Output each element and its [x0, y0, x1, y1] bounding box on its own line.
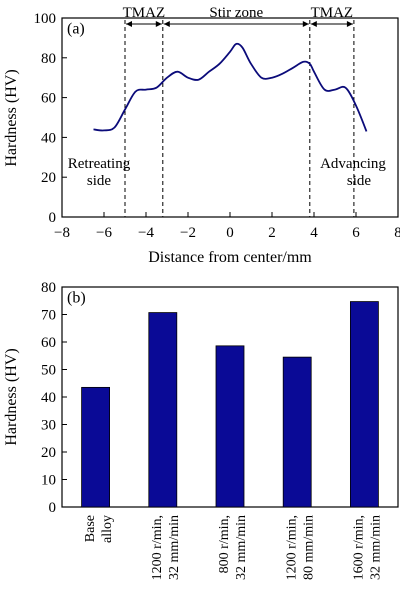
panel-label-a: (a) [67, 20, 85, 37]
category-label-3-0: 1200 r/min, [284, 515, 299, 580]
y-tick-label-b-7: 70 [41, 308, 56, 324]
bar-4 [349, 301, 379, 508]
y-tick-label-b-1: 10 [41, 473, 56, 489]
zone-label-2: TMAZ [311, 5, 354, 21]
y-tick-label-a-1: 20 [41, 170, 56, 186]
category-label-2-1: 32 mm/min [234, 515, 249, 580]
x-tick-label-a-6: 4 [310, 225, 318, 241]
zone-annotations: TMAZ Stir zone TMAZ [123, 5, 353, 27]
category-label-1-0: 1200 r/min, [150, 515, 165, 580]
y-tick-label-b-4: 40 [41, 390, 56, 406]
side-label-right-line2: side [347, 173, 372, 189]
x-axis-title-a: Distance from center/mm [148, 249, 312, 266]
x-tick-label-a-4: 0 [226, 225, 234, 241]
zone-arrowhead-left-1 [163, 21, 170, 27]
y-tick-label-b-8: 80 [41, 280, 56, 296]
bar-0 [81, 386, 110, 508]
y-axis-ticks-b: 0 10 20 30 40 50 60 70 80 [41, 280, 67, 516]
category-label-0-1: alloy [100, 515, 115, 543]
y-tick-label-a-3: 60 [41, 91, 56, 107]
x-tick-label-a-8: 8 [394, 225, 400, 241]
y-tick-label-a-4: 80 [41, 51, 56, 67]
y-axis-title-a: Hardness (HV) [3, 69, 20, 166]
y-tick-label-b-2: 20 [41, 445, 56, 461]
x-tick-label-a-0: −8 [54, 225, 70, 241]
y-tick-label-a-5: 100 [34, 11, 57, 27]
y-tick-label-a-0: 0 [49, 210, 57, 226]
zone-label-0: TMAZ [123, 5, 166, 21]
category-labels: Base alloy 1200 r/min, 32 mm/min 800 r/min, 3… [83, 515, 384, 580]
category-label-3-1: 80 mm/min [301, 515, 316, 580]
side-label-left-line2: side [87, 173, 112, 189]
zone-arrowhead-left-0 [126, 21, 132, 27]
side-label-right-line1: Advancing [320, 156, 386, 172]
zone-arrowhead-left-2 [310, 21, 317, 27]
category-label-4-0: 1600 r/min, [352, 515, 367, 580]
y-axis-title-b: Hardness (HV) [3, 348, 20, 445]
bar-1 [148, 312, 178, 508]
x-tick-label-a-1: −6 [96, 225, 112, 241]
hardness-profile-chart: 0 20 40 60 80 100 −8 −6 −4 −2 0 2 4 6 8 TMAZ Stir zone… [3, 5, 400, 266]
y-axis-ticks-a: 0 20 40 60 80 100 [34, 11, 67, 226]
x-tick-label-a-2: −4 [138, 225, 154, 241]
zone-arrowhead-right-1 [302, 21, 309, 27]
zone-arrowhead-right-2 [346, 21, 353, 27]
hardness-series-line [93, 42, 368, 132]
category-label-1-1: 32 mm/min [167, 515, 182, 580]
x-tick-label-a-7: 6 [352, 225, 360, 241]
zone-label-1: Stir zone [209, 5, 263, 21]
bar-2 [215, 345, 245, 508]
zone-boundaries [124, 20, 355, 217]
bars [81, 301, 379, 508]
y-tick-label-b-5: 50 [41, 363, 56, 379]
y-tick-label-b-0: 0 [49, 500, 57, 516]
y-tick-label-a-2: 40 [41, 130, 56, 146]
bar-3 [282, 356, 312, 508]
side-label-left-line1: Retreating [68, 156, 131, 172]
y-tick-label-b-3: 30 [41, 418, 56, 434]
x-tick-label-a-5: 2 [268, 225, 276, 241]
x-axis-ticks-a: −8 −6 −4 −2 0 2 4 6 8 [54, 212, 400, 241]
category-label-0-0: Base [83, 515, 98, 542]
zone-arrowhead-right-0 [155, 21, 162, 27]
category-label-2-0: 800 r/min, [217, 515, 232, 573]
y-tick-label-b-6: 60 [41, 335, 56, 351]
category-label-4-1: 32 mm/min [369, 515, 384, 580]
x-tick-label-a-3: −2 [180, 225, 196, 241]
panel-label-b: (b) [67, 289, 86, 306]
